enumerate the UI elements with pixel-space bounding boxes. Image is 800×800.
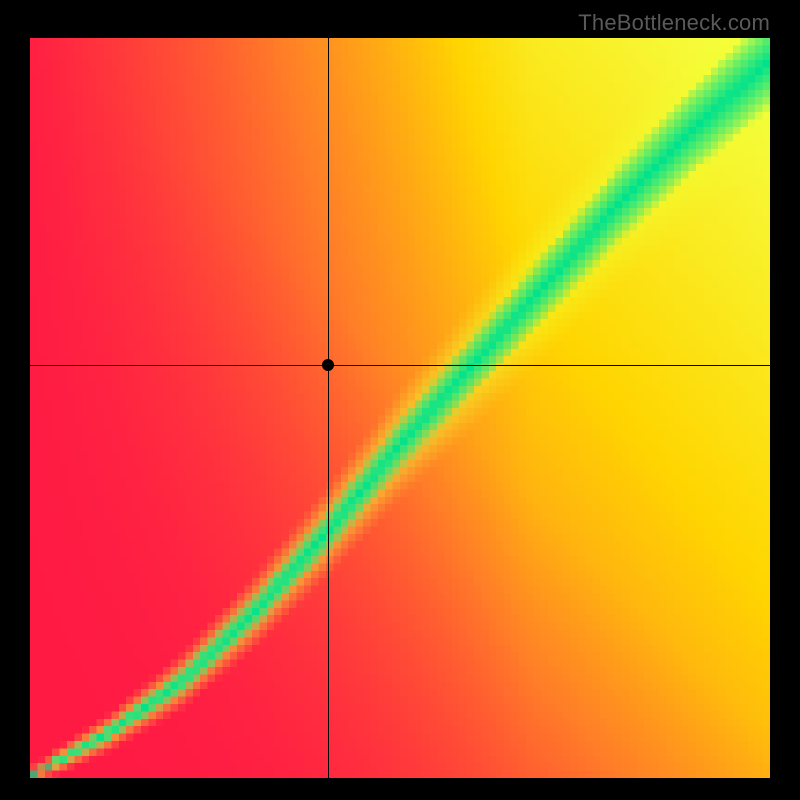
watermark-text: TheBottleneck.com (578, 10, 770, 36)
heatmap-canvas (30, 38, 770, 778)
crosshair-horizontal (30, 365, 770, 366)
chart-root: TheBottleneck.com (0, 0, 800, 800)
crosshair-vertical (328, 38, 329, 778)
